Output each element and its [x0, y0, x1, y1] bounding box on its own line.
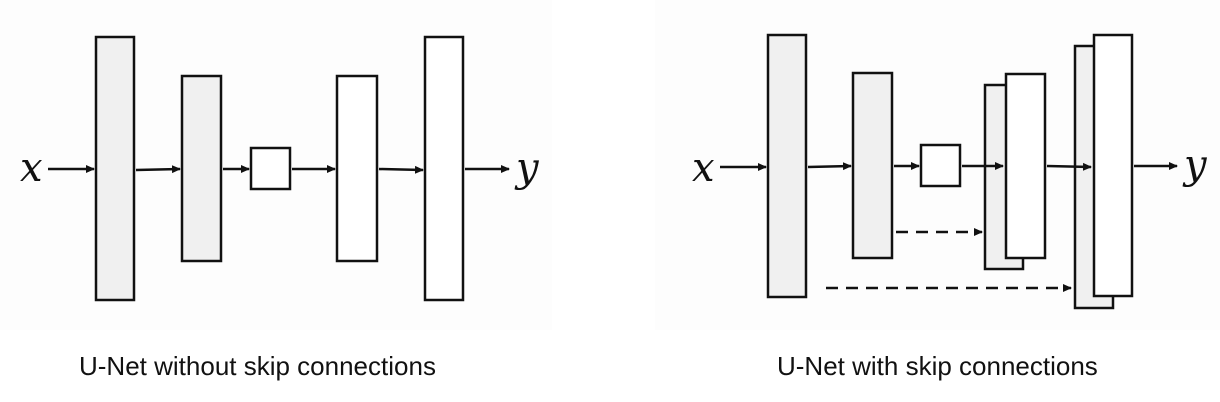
- caption-without-skip: U-Net without skip connections: [79, 351, 436, 381]
- input-x-label: x: [692, 145, 715, 191]
- encoder-block-2: [851, 71, 894, 260]
- decoder-block-1: [1004, 72, 1047, 260]
- output-y-label: y: [514, 145, 540, 191]
- encoder-block-1: [94, 35, 136, 302]
- bottleneck-block: [249, 146, 292, 191]
- encoder-block-1: [766, 33, 808, 299]
- decoder-block-2: [1092, 33, 1134, 298]
- input-x-label: x: [20, 145, 43, 191]
- arrow-dec1-to-dec2: [378, 165, 424, 174]
- caption-with-skip: U-Net with skip connections: [777, 351, 1098, 381]
- decoder-block-1: [335, 74, 379, 263]
- bottleneck-block: [919, 143, 962, 188]
- output-y-label: y: [1182, 142, 1208, 188]
- unet-diagrams: x y x y: [20, 33, 1208, 310]
- arrow-enc1-to-enc2: [135, 165, 181, 174]
- unet-with-skip-diagram: x y: [692, 33, 1208, 310]
- encoder-block-2: [180, 74, 223, 263]
- unet-without-skip-diagram: x y: [20, 35, 540, 302]
- decoder-block-2: [423, 35, 465, 302]
- arrow-dec1-to-dec2: [1046, 162, 1092, 171]
- arrow-enc1-to-enc2: [807, 162, 852, 171]
